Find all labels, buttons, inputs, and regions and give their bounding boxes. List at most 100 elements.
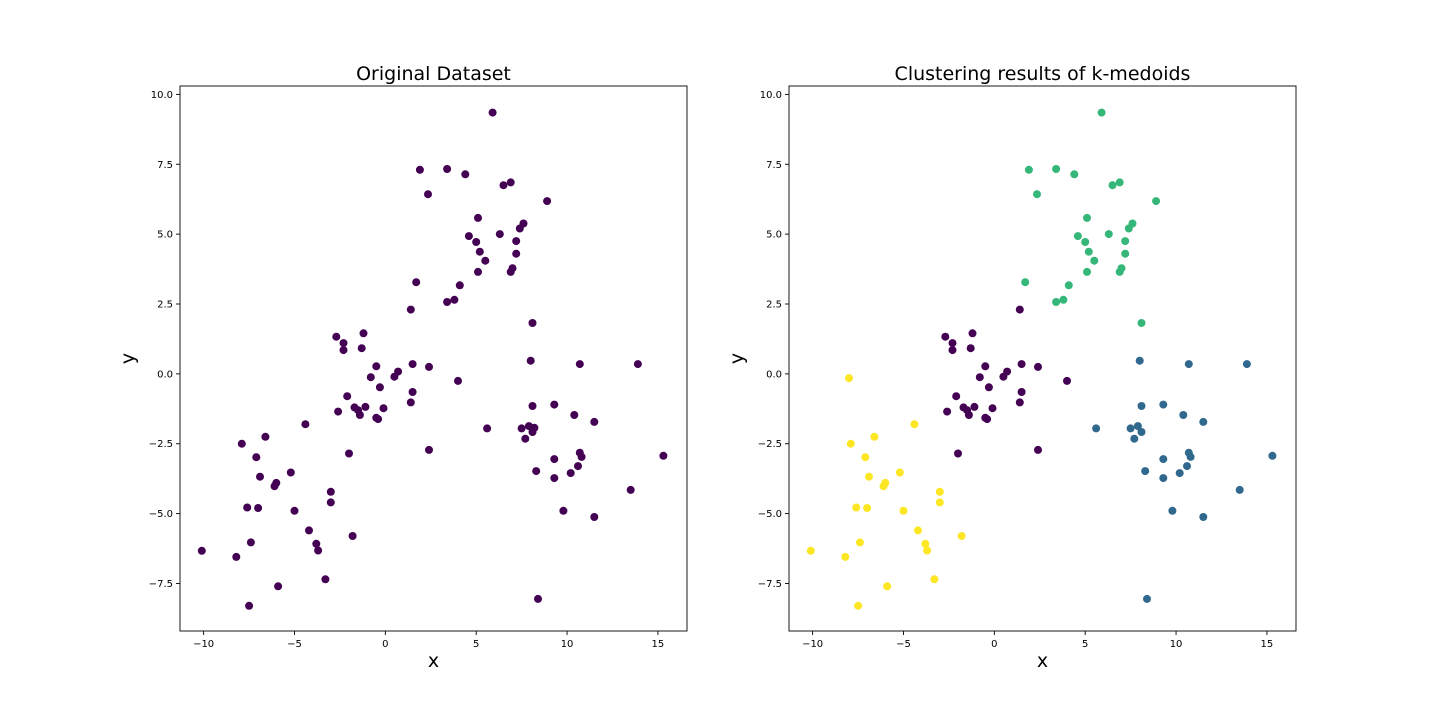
data-point <box>528 319 537 327</box>
data-point <box>1024 165 1033 174</box>
data-point <box>841 552 850 561</box>
data-point <box>408 388 417 396</box>
data-point <box>1268 451 1277 460</box>
y-tick-label: 10.0 <box>151 90 173 101</box>
data-point <box>943 407 952 416</box>
data-point <box>590 513 599 521</box>
data-point <box>314 546 323 555</box>
data-point <box>914 526 922 535</box>
data-point <box>1017 360 1026 369</box>
data-point <box>361 402 370 411</box>
y-tick-label: −2.5 <box>149 439 173 450</box>
data-point <box>948 339 957 348</box>
data-point <box>846 439 855 448</box>
data-point <box>1183 462 1191 471</box>
data-point <box>957 532 966 540</box>
y-tick-label: −5.0 <box>149 509 173 520</box>
data-point <box>550 474 559 483</box>
x-axis-label: x <box>428 650 439 672</box>
data-point <box>475 247 484 256</box>
data-point <box>981 362 990 371</box>
data-point <box>261 432 270 441</box>
data-point <box>326 498 335 507</box>
data-point <box>406 398 415 407</box>
data-point <box>566 469 575 478</box>
data-point <box>375 383 384 392</box>
x-tick-label: 0 <box>991 639 997 650</box>
data-point <box>975 373 984 382</box>
y-tick-label: −7.5 <box>149 579 173 590</box>
data-point <box>1126 424 1135 433</box>
series-4 <box>806 374 966 610</box>
series-1 <box>1021 108 1161 327</box>
data-point <box>508 264 517 273</box>
data-point <box>1159 400 1168 409</box>
data-point <box>590 417 599 426</box>
data-point <box>999 372 1008 381</box>
data-point <box>895 468 904 477</box>
data-point <box>910 420 919 429</box>
y-tick-label: 7.5 <box>157 160 173 171</box>
data-point <box>305 526 313 535</box>
data-point <box>334 407 343 416</box>
y-tick-label: 10.0 <box>760 90 782 101</box>
data-point <box>1137 319 1146 327</box>
data-point <box>1081 238 1090 246</box>
data-point <box>1083 213 1091 222</box>
data-point <box>1179 411 1188 419</box>
data-point <box>633 360 642 369</box>
data-point <box>626 485 635 494</box>
data-point <box>197 546 206 555</box>
y-axis-label: y <box>726 353 748 364</box>
data-point <box>1052 165 1061 173</box>
data-point <box>517 424 526 433</box>
data-point <box>1143 594 1151 603</box>
data-point <box>1104 230 1113 239</box>
data-point <box>984 383 993 392</box>
data-point <box>863 504 872 512</box>
data-point <box>301 420 310 429</box>
data-point <box>1115 178 1124 187</box>
data-point <box>326 487 335 496</box>
data-point <box>321 575 330 584</box>
data-point <box>415 165 424 174</box>
y-tick-label: 0.0 <box>157 369 173 380</box>
data-point <box>454 376 462 385</box>
y-tick-label: 7.5 <box>766 160 782 171</box>
x-tick-label: 15 <box>1261 639 1274 650</box>
data-point <box>1184 360 1193 369</box>
data-point <box>879 482 888 491</box>
data-point <box>483 424 492 433</box>
data-point <box>1117 264 1126 273</box>
data-point <box>408 360 417 369</box>
data-point <box>372 362 381 371</box>
data-point <box>252 453 261 462</box>
x-tick-label: 5 <box>1082 639 1088 650</box>
data-point <box>495 230 504 239</box>
data-point <box>845 374 853 383</box>
data-point <box>256 472 264 481</box>
series-2 <box>941 305 1071 458</box>
data-point <box>1121 237 1130 246</box>
data-point <box>1199 417 1208 426</box>
data-point <box>243 503 252 512</box>
x-tick-label: 0 <box>382 639 388 650</box>
data-point <box>254 504 263 512</box>
data-point <box>474 213 482 222</box>
y-tick-label: 2.5 <box>766 300 782 311</box>
data-point <box>854 601 863 610</box>
data-point <box>1052 298 1061 306</box>
data-point <box>532 467 541 476</box>
series-3 <box>1092 356 1277 603</box>
data-point <box>366 373 375 382</box>
data-point <box>232 552 241 561</box>
data-point <box>861 453 870 462</box>
data-point <box>526 356 535 365</box>
data-point <box>1021 278 1030 287</box>
data-point <box>550 400 559 409</box>
data-point <box>481 256 490 265</box>
plot-frame <box>788 85 1297 632</box>
y-tick-label: 5.0 <box>766 230 782 241</box>
y-tick-label: 2.5 <box>157 300 173 311</box>
data-point <box>348 532 357 540</box>
